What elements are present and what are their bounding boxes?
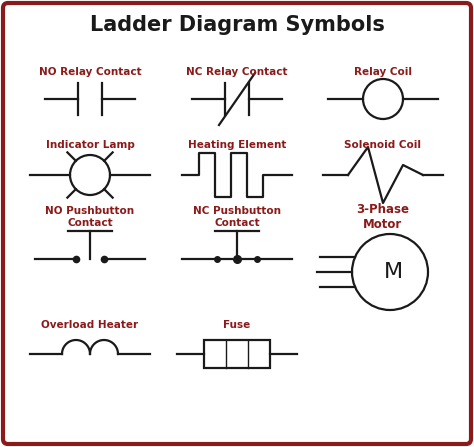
- Text: NO Relay Contact: NO Relay Contact: [39, 67, 141, 77]
- Text: Fuse: Fuse: [223, 320, 251, 330]
- Text: Relay Coil: Relay Coil: [354, 67, 412, 77]
- Text: Indicator Lamp: Indicator Lamp: [46, 140, 135, 150]
- Text: 3-Phase
Motor: 3-Phase Motor: [356, 203, 410, 231]
- Text: Ladder Diagram Symbols: Ladder Diagram Symbols: [90, 15, 384, 35]
- Text: Heating Element: Heating Element: [188, 140, 286, 150]
- Bar: [204, 340, 270, 368]
- Text: Overload Heater: Overload Heater: [41, 320, 138, 330]
- Text: M: M: [383, 262, 402, 282]
- Text: NC Relay Contact: NC Relay Contact: [186, 67, 288, 77]
- FancyBboxPatch shape: [3, 3, 471, 444]
- Text: Solenoid Coil: Solenoid Coil: [345, 140, 421, 150]
- Text: NC Pushbutton
Contact: NC Pushbutton Contact: [193, 206, 281, 228]
- Text: NO Pushbutton
Contact: NO Pushbutton Contact: [46, 206, 135, 228]
